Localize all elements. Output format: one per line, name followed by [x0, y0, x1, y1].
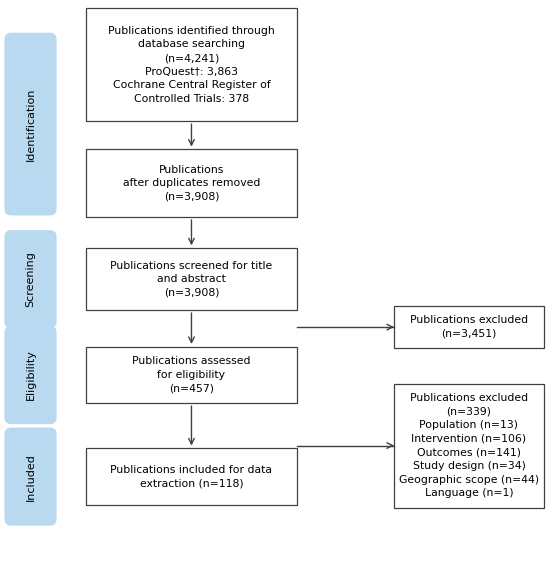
- Text: Publications assessed
for eligibility
(n=457): Publications assessed for eligibility (n…: [132, 356, 251, 394]
- FancyBboxPatch shape: [4, 33, 57, 215]
- Text: Included: Included: [26, 453, 36, 500]
- FancyBboxPatch shape: [86, 448, 297, 505]
- Text: Eligibility: Eligibility: [26, 350, 36, 400]
- Text: Publications
after duplicates removed
(n=3,908): Publications after duplicates removed (n…: [123, 165, 260, 202]
- FancyBboxPatch shape: [86, 149, 297, 217]
- FancyBboxPatch shape: [394, 306, 544, 349]
- Text: Publications excluded
(n=339)
Population (n=13)
Intervention (n=106)
Outcomes (n: Publications excluded (n=339) Population…: [399, 393, 539, 498]
- Text: Identification: Identification: [26, 87, 36, 161]
- FancyBboxPatch shape: [86, 248, 297, 310]
- Text: Publications excluded
(n=3,451): Publications excluded (n=3,451): [410, 315, 528, 339]
- FancyBboxPatch shape: [86, 8, 297, 121]
- FancyBboxPatch shape: [86, 347, 297, 403]
- Text: Publications included for data
extraction (n=118): Publications included for data extractio…: [110, 465, 273, 488]
- FancyBboxPatch shape: [4, 428, 57, 526]
- FancyBboxPatch shape: [4, 230, 57, 328]
- Text: Publications screened for title
and abstract
(n=3,908): Publications screened for title and abst…: [110, 261, 273, 298]
- Text: Screening: Screening: [26, 251, 36, 307]
- FancyBboxPatch shape: [394, 384, 544, 508]
- FancyBboxPatch shape: [4, 326, 57, 424]
- Text: Publications identified through
database searching
(n=4,241)
ProQuest†: 3,863
Co: Publications identified through database…: [108, 26, 275, 104]
